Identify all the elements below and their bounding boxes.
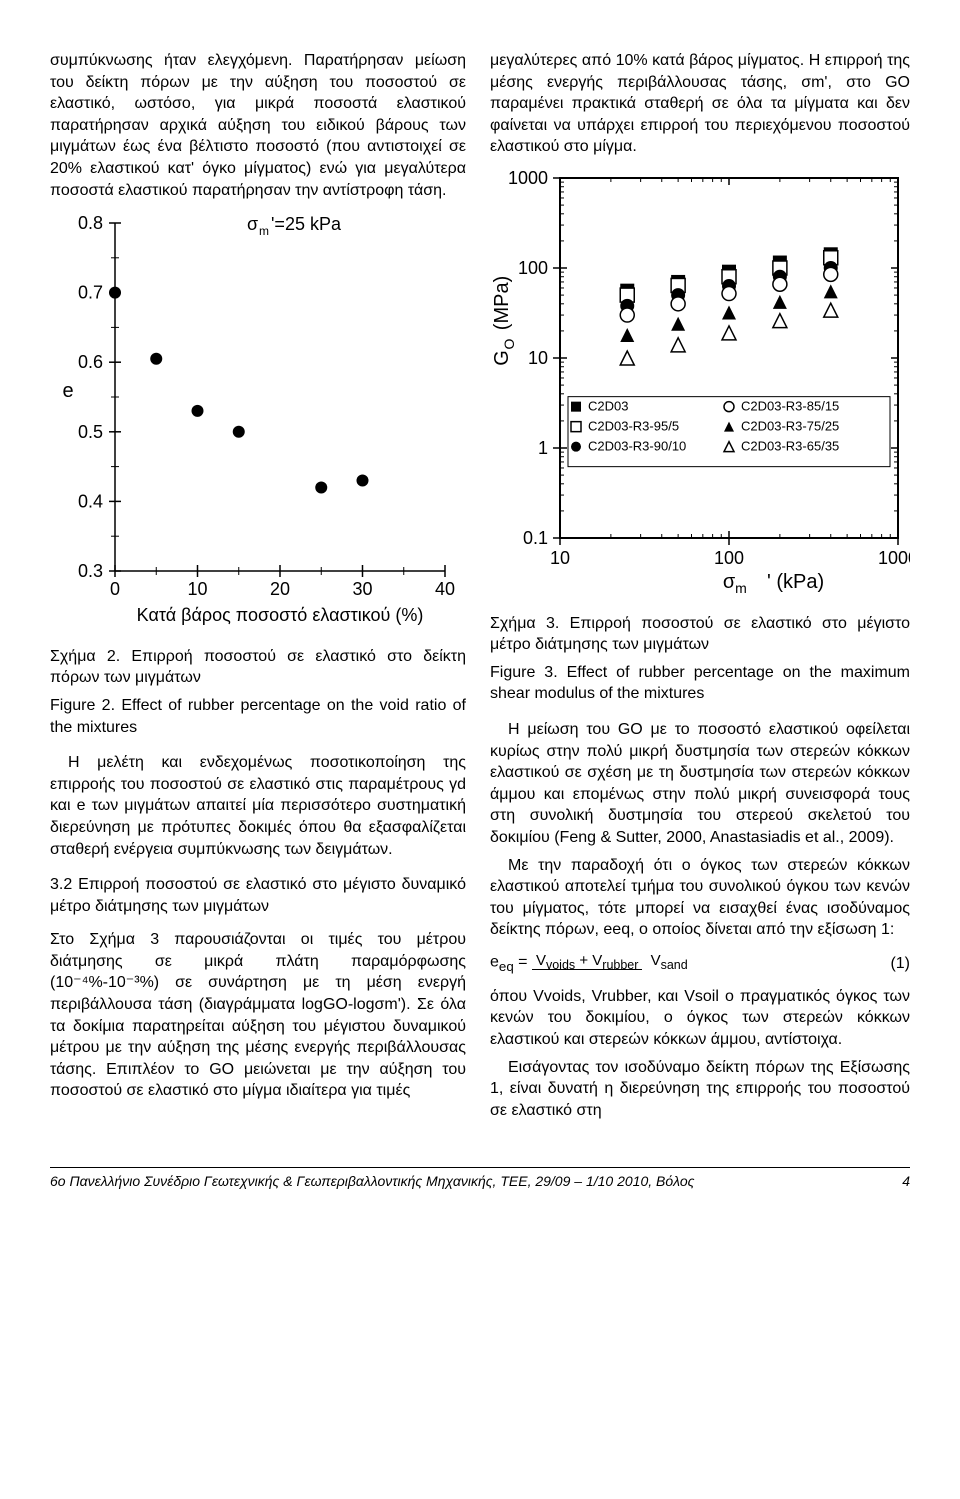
svg-text:1: 1 (538, 438, 548, 458)
svg-text:σ: σ (723, 571, 736, 593)
svg-text:1000: 1000 (508, 168, 548, 188)
left-p4: Στο Σχήμα 3 παρουσιάζονται οι τιμές του … (50, 929, 466, 1102)
svg-text:0.5: 0.5 (78, 422, 103, 442)
svg-text:0.1: 0.1 (523, 528, 548, 548)
right-p1: μεγαλύτερες από 10% κατά βάρος μίγματος.… (490, 50, 910, 158)
right-p4: όπου Vvoids, Vrubber, και Vsoil ο πραγμα… (490, 986, 910, 1051)
svg-text:20: 20 (270, 579, 290, 599)
svg-text:100: 100 (714, 548, 744, 568)
svg-text:C2D03-R3-95/5: C2D03-R3-95/5 (588, 419, 679, 434)
left-p1: συμπύκνωσης ήταν ελεγχόμενη. Παρατήρησαν… (50, 50, 466, 201)
svg-text:1000: 1000 (878, 548, 910, 568)
page-footer: 6ο Πανελλήνιο Συνέδριο Γεωτεχνικής & Γεω… (50, 1167, 910, 1191)
svg-text:100: 100 (518, 258, 548, 278)
svg-text:C2D03-R3-75/25: C2D03-R3-75/25 (741, 419, 839, 434)
equation-1: eeq = Vvoids + Vrubber Vsand (1) (490, 951, 910, 976)
page: συμπύκνωσης ήταν ελεγχόμενη. Παρατήρησαν… (0, 0, 960, 1221)
svg-text:10: 10 (187, 579, 207, 599)
svg-text:σ: σ (247, 214, 258, 234)
chart2-svg: 0 10 20 30 40 0.3 0.4 0.5 0.6 0.7 0.8 Κατά βάρος πο… (50, 211, 460, 631)
svg-text:0: 0 (110, 579, 120, 599)
svg-text:e: e (62, 380, 73, 402)
svg-text:30: 30 (352, 579, 372, 599)
figure-3-caption-gr: Σχήμα 3. Επιρροή ποσοστού σε ελαστικό στ… (490, 613, 910, 656)
two-column-layout: συμπύκνωσης ήταν ελεγχόμενη. Παρατήρησαν… (50, 50, 910, 1127)
svg-text:m: m (259, 224, 269, 238)
svg-text:C2D03-R3-85/15: C2D03-R3-85/15 (741, 399, 839, 414)
figure-3-chart: 10 100 1000 0.1 1 10 100 1000 σm ' (kPa) GO (MPa) C2… (490, 168, 910, 605)
svg-text:40: 40 (435, 579, 455, 599)
svg-text:C2D03: C2D03 (588, 399, 628, 414)
svg-text:C2D03-R3-65/35: C2D03-R3-65/35 (741, 439, 839, 454)
chart3-svg: 10 100 1000 0.1 1 10 100 1000 σm ' (kPa) GO (MPa) C2… (490, 168, 910, 598)
equation-body: eeq = Vvoids + Vrubber Vsand (490, 951, 692, 976)
svg-text:10: 10 (528, 348, 548, 368)
figure-2-caption-en: Figure 2. Effect of rubber percentage on… (50, 695, 466, 738)
right-p2: Η μείωση του GO με το ποσοστό ελαστικού … (490, 719, 910, 849)
svg-text:O: O (501, 338, 517, 349)
right-p5: Εισάγοντας τον ισοδύναμο δείκτη πόρων τη… (490, 1057, 910, 1122)
figure-2-caption-gr: Σχήμα 2. Επιρροή ποσοστού σε ελαστικό στ… (50, 646, 466, 689)
svg-text:0.7: 0.7 (78, 283, 103, 303)
right-column: μεγαλύτερες από 10% κατά βάρος μίγματος.… (490, 50, 910, 1127)
left-p2: Η μελέτη και ενδεχομένως ποσοτικοποίηση … (50, 752, 466, 860)
figure-2-chart: 0 10 20 30 40 0.3 0.4 0.5 0.6 0.7 0.8 Κατά βάρος πο… (50, 211, 466, 638)
svg-text:0.6: 0.6 (78, 352, 103, 372)
svg-text:0.8: 0.8 (78, 213, 103, 233)
section-3-2-title: 3.2 Επιρροή ποσοστού σε ελαστικό στο μέγ… (50, 874, 466, 917)
svg-text:G: G (491, 350, 513, 366)
svg-text:0.3: 0.3 (78, 561, 103, 581)
svg-text:0.4: 0.4 (78, 492, 103, 512)
svg-text:'=25 kPa: '=25 kPa (271, 214, 342, 234)
svg-text:10: 10 (550, 548, 570, 568)
svg-text:(MPa): (MPa) (491, 276, 513, 330)
svg-text:Κατά βάρος ποσοστό ελαστικού (: Κατά βάρος ποσοστό ελαστικού (%) (137, 605, 424, 625)
svg-text:' (kPa): ' (kPa) (767, 571, 824, 593)
equation-number: (1) (890, 953, 910, 975)
footer-page-number: 4 (902, 1172, 910, 1191)
svg-text:m: m (735, 580, 747, 596)
figure-3-caption-en: Figure 3. Effect of rubber percentage on… (490, 662, 910, 705)
right-p3: Με την παραδοχή ότι ο όγκος των στερεών … (490, 855, 910, 941)
footer-conference: 6ο Πανελλήνιο Συνέδριο Γεωτεχνικής & Γεω… (50, 1172, 694, 1191)
svg-text:C2D03-R3-90/10: C2D03-R3-90/10 (588, 439, 686, 454)
left-column: συμπύκνωσης ήταν ελεγχόμενη. Παρατήρησαν… (50, 50, 466, 1127)
